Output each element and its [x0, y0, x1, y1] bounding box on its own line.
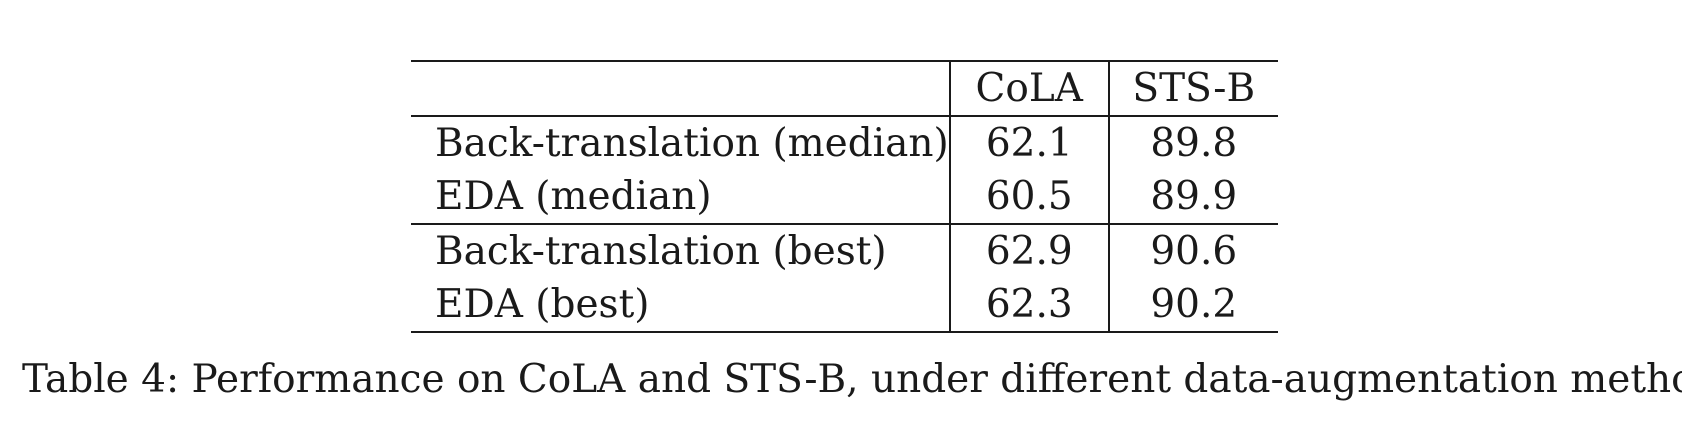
stsb-cell: 90.6	[1107, 224, 1278, 278]
cola-cell: 62.3	[948, 278, 1109, 332]
stsb-cell: 90.2	[1107, 278, 1278, 332]
table-row: EDA (best) 62.3 90.2	[411, 278, 1278, 332]
stsb-cell: 89.9	[1107, 170, 1278, 224]
method-cell: Back-translation (median)	[435, 121, 949, 166]
header-cell-method	[411, 61, 950, 116]
table-row: EDA (median) 60.5 89.9	[411, 170, 1278, 224]
header-cell-cola: CoLA	[948, 61, 1109, 116]
results-table-container: CoLA STS-B Back-translation (median) 62.…	[411, 60, 1278, 333]
cola-cell: 62.9	[948, 224, 1109, 278]
stsb-cell: 89.8	[1107, 116, 1278, 170]
method-cell: Back-translation (best)	[435, 229, 887, 274]
table-row: Back-translation (best) 62.9 90.6	[411, 224, 1278, 278]
table-row: Back-translation (median) 62.1 89.8	[411, 116, 1278, 170]
cola-cell: 60.5	[948, 170, 1109, 224]
table-header-row: CoLA STS-B	[411, 61, 1278, 116]
method-cell: EDA (best)	[435, 282, 650, 327]
method-cell: EDA (median)	[435, 174, 712, 219]
results-table: CoLA STS-B Back-translation (median) 62.…	[411, 60, 1278, 333]
header-cell-stsb: STS-B	[1107, 61, 1278, 116]
cola-cell: 62.1	[948, 116, 1109, 170]
table-caption: Table 4: Performance on CoLA and STS-B, …	[22, 357, 1682, 402]
